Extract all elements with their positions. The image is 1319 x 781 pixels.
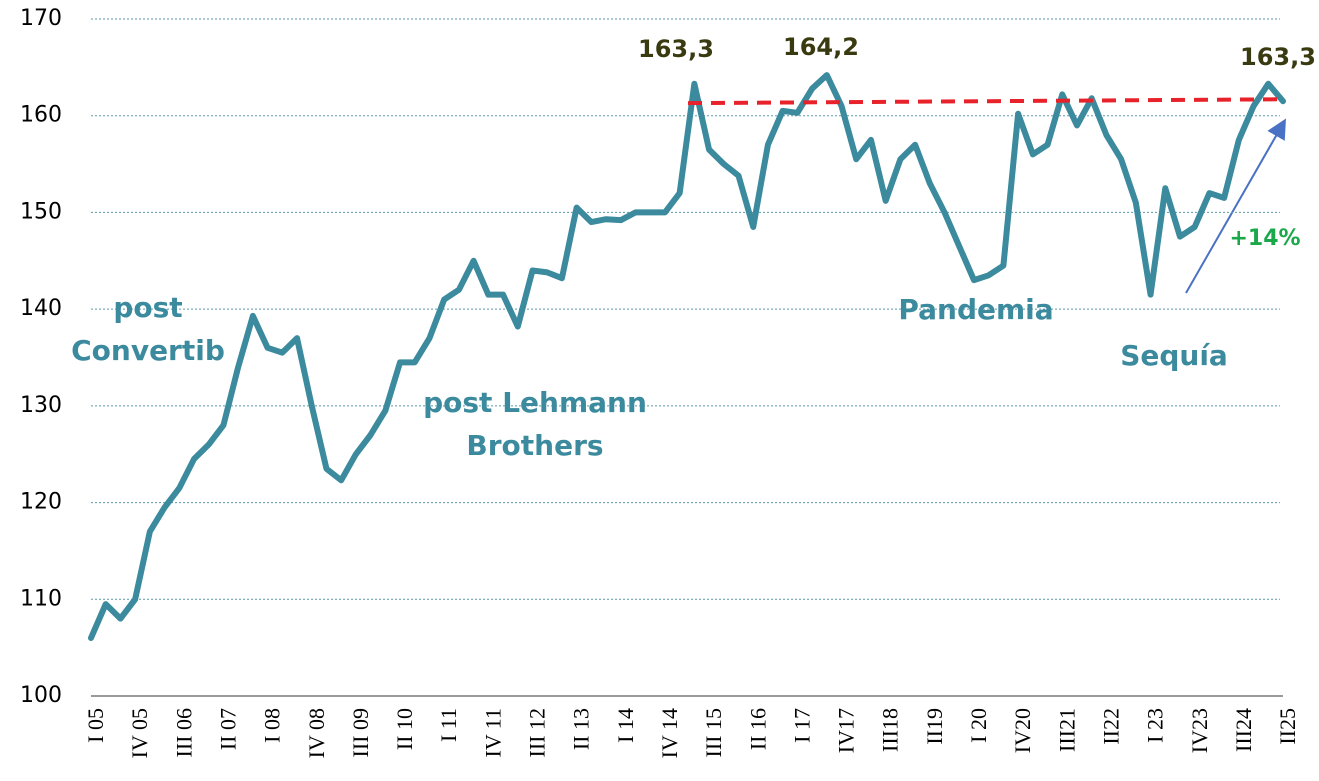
point-label: 163,3 [638,35,714,63]
line [88,72,1286,641]
x-tick-label: I 11 [436,708,461,742]
reference-line [687,97,1284,106]
point-label: 164,2 [783,33,859,61]
x-tick-label: IV23 [1187,708,1212,753]
x-tick-label: I 17 [789,708,814,743]
x-tick-label: II 10 [392,708,417,750]
x-tick-label: IV 14 [657,708,682,758]
annotation: Brothers [466,429,603,462]
x-tick-label: IV 08 [304,708,329,758]
annotation: Sequía [1120,339,1228,372]
y-tick-label: 170 [20,6,62,31]
x-tick-label: IV 11 [480,708,505,758]
x-tick-label: I 08 [260,708,285,743]
x-tick-label: II 07 [215,708,240,750]
x-tick-label: I 05 [83,708,108,743]
x-tick-label: II 13 [569,708,594,750]
annotation: Convertib [71,334,225,367]
y-tick-label: 100 [20,683,62,708]
y-tick-label: 110 [20,586,62,611]
x-tick-label: III 09 [348,708,373,757]
x-tick-label: IV20 [1010,708,1035,753]
x-tick-label: II22 [1098,708,1123,745]
x-tick-label: III 15 [701,708,726,757]
point-label: 163,3 [1240,43,1316,71]
x-tick-label: II25 [1275,708,1300,745]
x-tick-label: IV17 [834,708,859,753]
y-tick-label: 140 [20,296,62,321]
annotation: +14% [1229,226,1300,251]
arrow [1185,118,1286,294]
y-tick-label: 150 [20,199,62,224]
x-tick-label: III 06 [171,708,196,757]
x-tick-label: II19 [922,708,947,745]
annotation: Pandemia [898,293,1053,326]
y-tick-label: 160 [20,103,62,128]
x-tick-label: I 20 [966,708,991,743]
annotation: post [113,291,182,324]
x-tick-label: III24 [1231,708,1256,752]
y-tick-label: 120 [20,490,62,515]
x-tick-label: I 23 [1143,708,1168,743]
x-tick-label: III21 [1054,708,1079,752]
annotation: post Lehmann [423,386,647,419]
y-tick-label: 130 [20,393,62,418]
x-tick-label: I 14 [613,708,638,743]
x-tick-label: II 16 [745,708,770,750]
x-tick-label: III18 [878,708,903,752]
x-tick-label: IV 05 [127,708,152,758]
x-tick-label: III 12 [525,708,550,757]
